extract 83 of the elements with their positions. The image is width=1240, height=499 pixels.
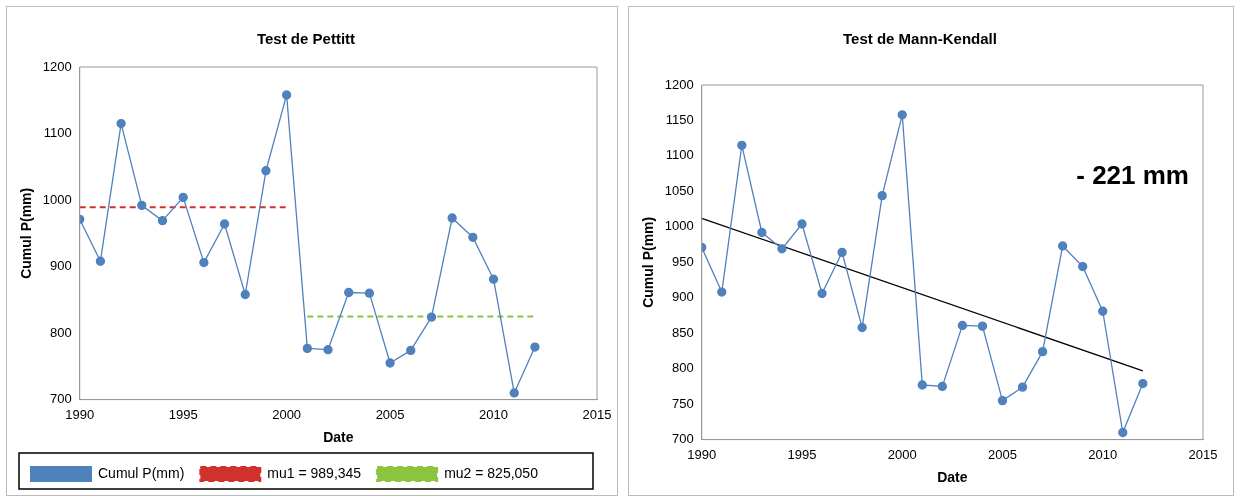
- point: [488, 274, 499, 284]
- point: [917, 380, 927, 390]
- y-tick-label: 1150: [665, 112, 694, 128]
- point: [116, 118, 126, 129]
- point: [1098, 306, 1108, 316]
- y-tick-label: 800: [50, 324, 72, 340]
- point: [1118, 427, 1128, 438]
- point: [509, 388, 519, 398]
- point: [178, 192, 188, 203]
- point: [344, 287, 354, 298]
- y-tick-label: 1200: [664, 76, 694, 92]
- legend-label: mu2 = 825,050: [444, 464, 539, 481]
- x-tick-label: 2005: [988, 446, 1017, 462]
- point: [1057, 241, 1068, 251]
- point: [937, 381, 947, 392]
- point: [877, 190, 887, 201]
- y-tick-label: 900: [50, 258, 72, 274]
- point: [977, 321, 988, 331]
- point: [777, 244, 787, 254]
- x-tick-label: 2000: [887, 446, 917, 462]
- y-tick-label: 800: [672, 360, 694, 376]
- y-tick-label: 1200: [42, 58, 72, 74]
- point: [95, 256, 106, 266]
- chart-title: Test de Pettitt: [256, 30, 356, 48]
- point: [957, 320, 968, 331]
- y-axis-title: Cumul P(mm): [640, 216, 657, 308]
- x-tick-label: 1995: [168, 406, 198, 422]
- point: [737, 140, 747, 150]
- x-tick-label: 2010: [479, 406, 508, 422]
- point: [323, 345, 333, 355]
- point: [240, 289, 250, 300]
- point: [757, 227, 767, 238]
- y-tick-label: 1050: [664, 182, 694, 198]
- y-tick-label: 950: [672, 253, 694, 269]
- legend-label: mu1 = 989,345: [267, 464, 362, 481]
- y-axis-title: Cumul P(mm): [18, 187, 35, 279]
- point: [406, 345, 416, 356]
- x-tick-label: 1990: [687, 446, 717, 462]
- x-tick-label: 2015: [1188, 446, 1218, 462]
- x-tick-label: 2010: [1088, 446, 1118, 462]
- chart-title: Test de Mann-Kendall: [843, 30, 997, 48]
- x-tick-label: 2000: [272, 406, 302, 422]
- point: [797, 219, 807, 229]
- point: [281, 90, 292, 100]
- point: [219, 219, 230, 229]
- point: [468, 232, 478, 242]
- legend-label: Cumul P(mm): [98, 464, 185, 481]
- point: [157, 216, 168, 226]
- x-axis-title: Date: [937, 469, 968, 486]
- x-tick-label: 2005: [375, 406, 405, 422]
- y-tick-label: 700: [672, 431, 694, 447]
- point: [530, 342, 540, 352]
- point: [261, 166, 271, 176]
- y-tick-label: 1000: [664, 218, 694, 234]
- x-tick-label: 1995: [787, 446, 817, 462]
- point: [857, 322, 867, 333]
- point: [302, 343, 312, 354]
- point: [717, 287, 727, 297]
- point: [1017, 382, 1028, 392]
- point: [1138, 378, 1148, 389]
- x-tick-label: 1990: [65, 406, 95, 422]
- y-tick-label: 1000: [42, 191, 72, 207]
- point: [997, 395, 1008, 406]
- point: [837, 247, 847, 258]
- y-tick-label: 850: [672, 324, 694, 340]
- y-tick-label: 900: [672, 289, 694, 305]
- point: [385, 358, 395, 368]
- point: [817, 288, 827, 299]
- point: [1037, 347, 1048, 357]
- point: [426, 312, 437, 322]
- point: [447, 213, 457, 223]
- x-tick-label: 2015: [582, 406, 612, 422]
- y-tick-label: 1100: [665, 147, 694, 163]
- y-tick-label: 700: [50, 391, 72, 407]
- y-tick-label: 1100: [43, 125, 72, 141]
- point: [1078, 261, 1088, 272]
- point: [364, 288, 375, 298]
- y-tick-label: 750: [672, 395, 694, 411]
- annotation: - 221 mm: [1076, 160, 1189, 191]
- point: [137, 200, 147, 211]
- x-axis-title: Date: [323, 429, 354, 446]
- point: [897, 110, 907, 120]
- point: [199, 257, 209, 268]
